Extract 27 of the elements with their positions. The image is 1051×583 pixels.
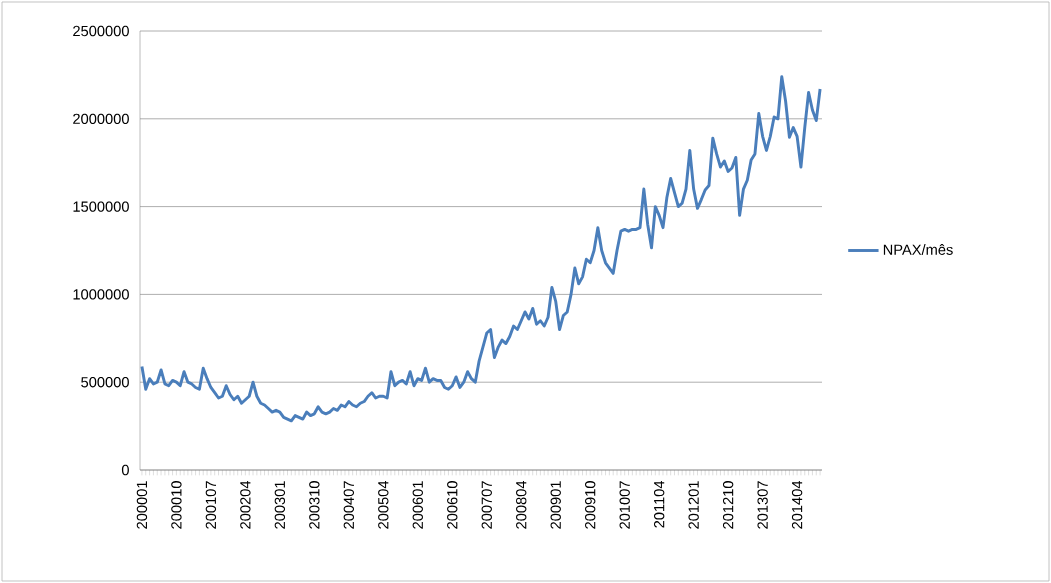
x-tick-label: 200010 bbox=[171, 481, 182, 529]
x-tick-label: 200107 bbox=[205, 481, 217, 529]
x-tick-label: 201007 bbox=[619, 481, 630, 529]
x-tick-label: 200707 bbox=[481, 481, 492, 529]
x-tick-label: 200601 bbox=[412, 481, 423, 529]
x-tick-label: 200204 bbox=[240, 480, 251, 529]
x-tick-label: 201104 bbox=[653, 480, 665, 528]
legend-label: NPAX/mês bbox=[883, 244, 953, 255]
x-tick-label: 201201 bbox=[688, 481, 699, 529]
x-tick-label: 200804 bbox=[516, 480, 527, 529]
x-tick-label: 201210 bbox=[722, 481, 734, 529]
y-tick-label: 500000 bbox=[81, 377, 129, 388]
x-tick-label: 200001 bbox=[136, 481, 148, 529]
y-tick-label: 1000000 bbox=[73, 289, 129, 300]
x-tick-label: 200910 bbox=[585, 481, 596, 529]
y-tick-label: 2000000 bbox=[73, 113, 129, 124]
x-tick-label: 201307 bbox=[757, 481, 768, 529]
y-tick-label: 1500000 bbox=[73, 201, 129, 212]
y-tick-label: 0 bbox=[121, 464, 129, 476]
x-tick-label: 200301 bbox=[274, 481, 286, 529]
x-tick-label: 200610 bbox=[447, 481, 458, 529]
y-tick-label: 2500000 bbox=[73, 25, 129, 37]
x-tick-label: 200407 bbox=[343, 481, 355, 529]
x-tick-label: 200310 bbox=[309, 481, 320, 529]
x-tick-label: 200901 bbox=[550, 481, 561, 529]
x-tick-label: 200504 bbox=[378, 480, 389, 529]
x-tick-label: 201404 bbox=[791, 480, 803, 529]
